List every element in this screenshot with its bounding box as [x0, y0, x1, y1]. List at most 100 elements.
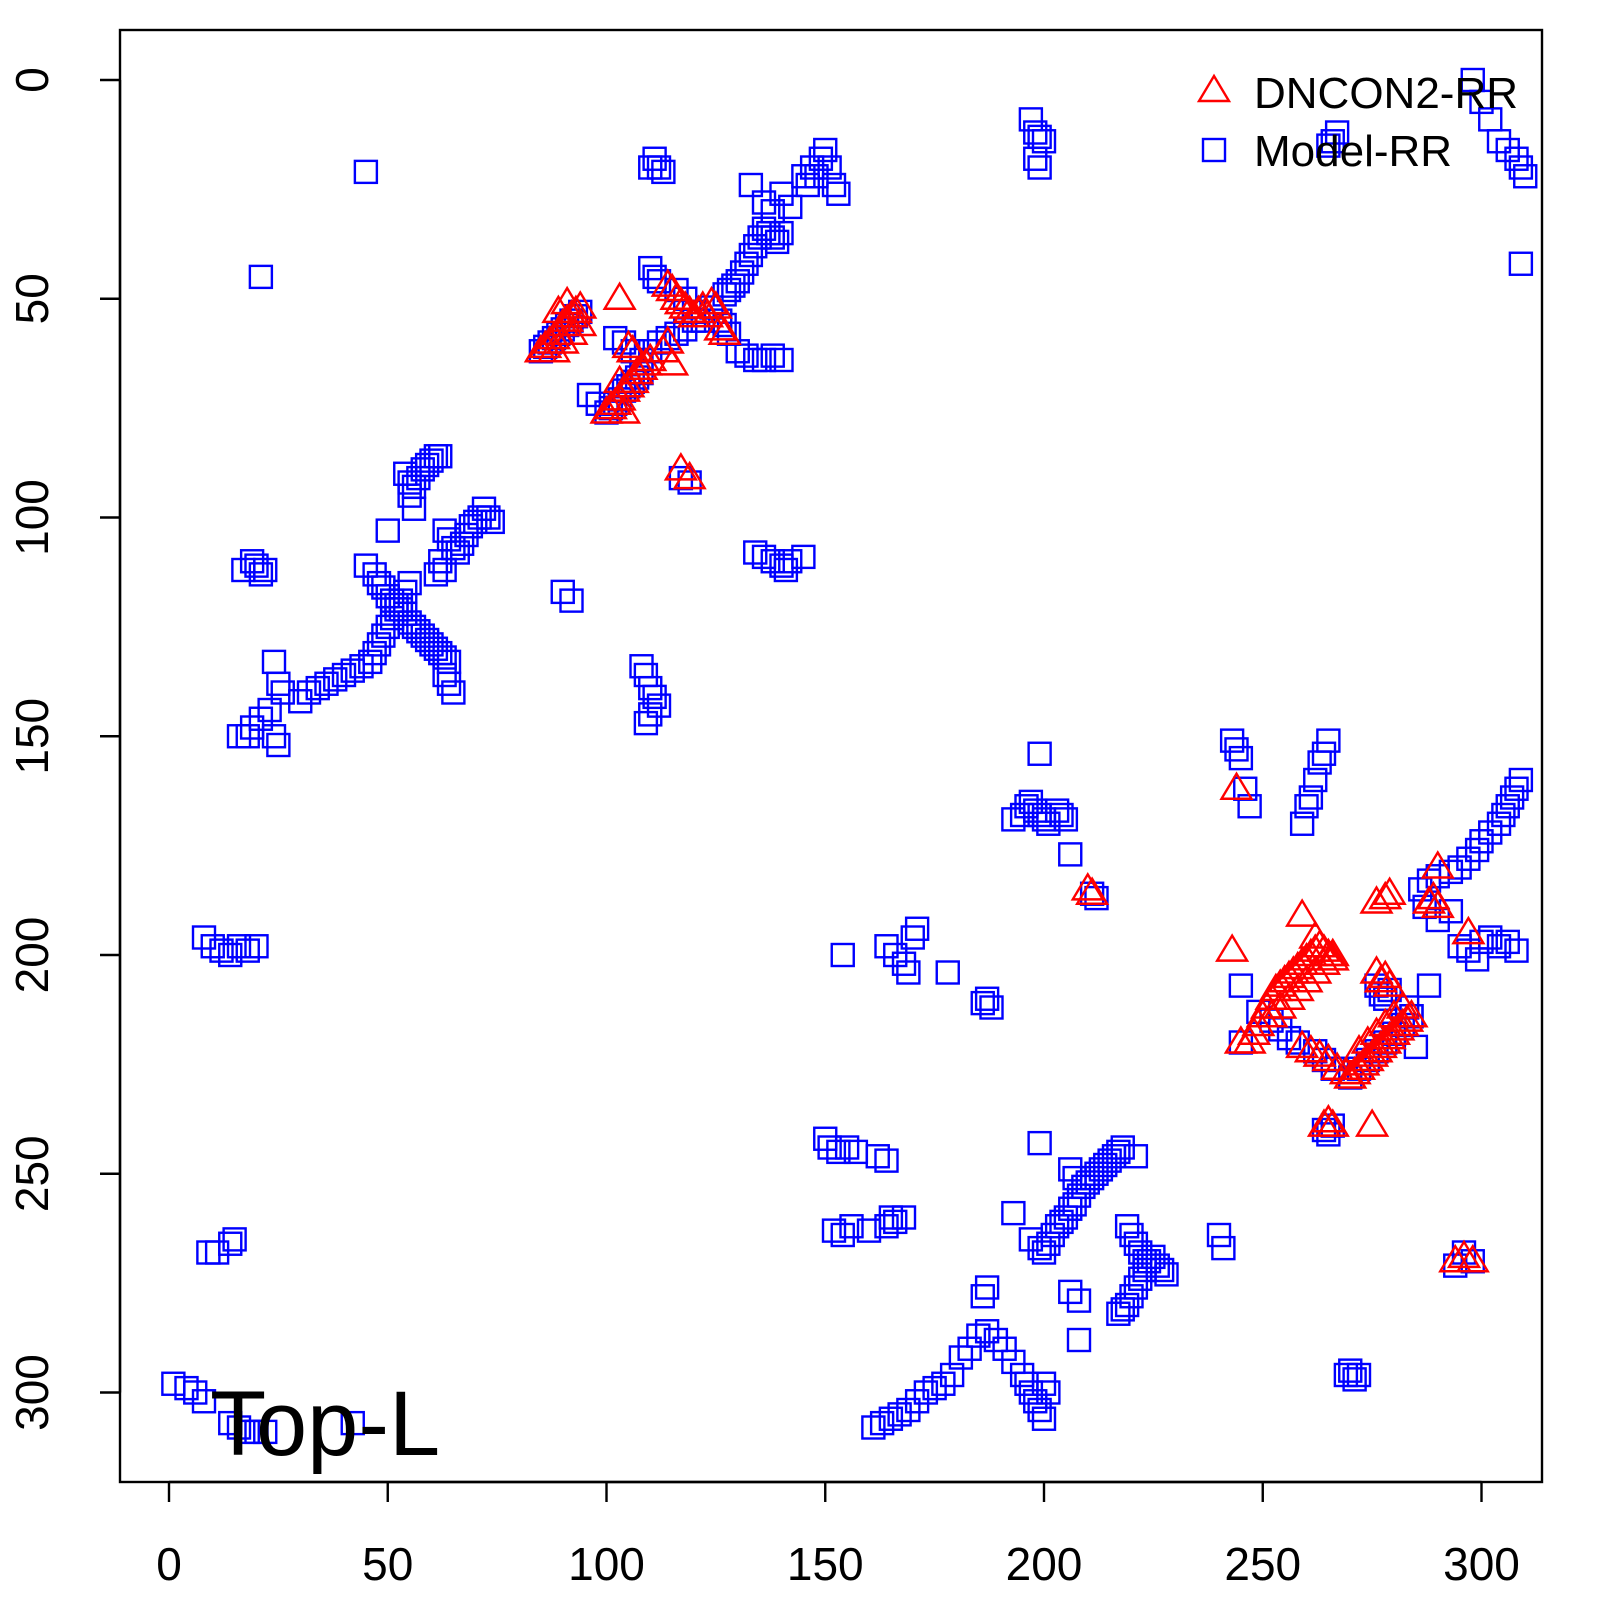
model-rr-point	[795, 172, 820, 198]
model-rr-point	[375, 614, 400, 640]
model-rr-point	[349, 654, 374, 679]
model-rr-point	[432, 662, 457, 688]
x-tick-label: 300	[1443, 1538, 1520, 1590]
model-rr-point	[183, 1380, 208, 1405]
model-rr-point	[966, 1323, 991, 1348]
model-rr-point	[743, 540, 768, 565]
dncon2-rr-point	[1411, 885, 1447, 914]
model-rr-point	[638, 675, 663, 701]
model-rr-point	[1504, 776, 1529, 801]
dncon2-rr-point	[1341, 1033, 1377, 1063]
model-rr-point	[1018, 1380, 1044, 1405]
model-rr-point	[1298, 785, 1324, 810]
dncon2-rr-point	[1215, 933, 1250, 962]
model-rr-point	[1508, 767, 1534, 793]
model-rr-point	[603, 325, 628, 351]
model-rr-point	[874, 1148, 899, 1173]
model-rr-point	[419, 632, 444, 657]
dncon2-rr-point	[554, 316, 589, 345]
x-tick-label: 200	[1006, 1538, 1083, 1590]
model-rr-point	[222, 1227, 247, 1252]
model-rr-point	[883, 1209, 908, 1235]
model-rr-point	[1303, 767, 1328, 793]
model-rr-point	[1123, 1144, 1149, 1169]
model-rr-point	[559, 588, 584, 613]
model-rr-point	[226, 934, 252, 959]
model-rr-point	[191, 1389, 217, 1414]
model-rr-point	[633, 710, 659, 736]
dncon2-rr-point	[655, 347, 690, 376]
model-rr-point	[874, 1214, 899, 1239]
dncon2-rr-point	[1420, 889, 1455, 919]
model-rr-point	[1066, 1327, 1092, 1353]
model-rr-point	[1075, 1170, 1100, 1195]
model-rr-point	[1031, 129, 1057, 154]
model-rr-point	[423, 636, 449, 661]
dncon2-rr-point	[602, 281, 637, 310]
model-rr-point	[1049, 1209, 1074, 1235]
dncon2-rr-point	[1315, 937, 1350, 967]
dncon2-rr-point	[1285, 898, 1320, 927]
model-rr-point	[646, 155, 672, 180]
dncon2-rr-point	[1355, 1108, 1390, 1137]
model-rr-point	[1018, 107, 1044, 132]
y-tick-label: 300	[6, 1354, 58, 1431]
model-rr-point	[476, 505, 501, 530]
model-rr-point	[830, 1222, 855, 1248]
dncon2-rr-point	[1451, 915, 1486, 945]
model-rr-point	[830, 942, 855, 968]
dncon2-rr-point	[1285, 1029, 1320, 1059]
model-rr-point	[257, 697, 282, 723]
model-rr-point	[1066, 1288, 1092, 1313]
model-rr-point	[769, 220, 794, 246]
model-rr-point	[239, 549, 265, 574]
dncon2-rr-point	[703, 312, 738, 341]
model-rr-point	[1316, 133, 1341, 158]
model-rr-point	[817, 155, 842, 180]
model-rr-point	[957, 1336, 982, 1361]
legend: DNCON2-RR Model-RR	[1196, 69, 1518, 176]
model-rr-point	[979, 995, 1004, 1020]
model-rr-point	[410, 457, 435, 482]
model-rr-point	[576, 382, 602, 408]
model-rr-point	[463, 509, 488, 535]
model-rr-point	[358, 649, 383, 675]
model-rr-point	[1053, 807, 1079, 832]
dncon2-rr-point	[1263, 990, 1298, 1019]
model-rr-point	[734, 343, 759, 368]
model-rr-point	[550, 579, 575, 605]
model-rr-point	[423, 562, 449, 587]
model-rr-point	[1149, 1257, 1175, 1283]
model-rr-point	[1040, 1222, 1065, 1248]
model-rr-point	[1066, 1183, 1092, 1208]
model-rr-point	[244, 553, 269, 578]
model-rr-point	[1478, 820, 1503, 845]
model-rr-point	[760, 343, 785, 368]
model-rr-point	[939, 1362, 965, 1388]
dncon2-rr-point	[611, 329, 646, 359]
model-rr-point	[414, 452, 440, 478]
model-rr-point	[1110, 1297, 1135, 1322]
model-rr-point	[436, 671, 462, 696]
model-rr-point	[760, 225, 785, 250]
dncon2-rr-point	[615, 333, 650, 363]
dncon2-rr-point	[1298, 955, 1333, 984]
model-rr-point	[1333, 1362, 1359, 1388]
model-rr-point	[1320, 129, 1345, 154]
model-rr-point	[397, 570, 422, 596]
model-rr-point	[1324, 120, 1350, 145]
dncon2-rr-point	[1420, 850, 1455, 879]
model-rr-point	[266, 671, 291, 696]
model-rr-point	[1416, 973, 1442, 998]
model-rr-point	[366, 570, 392, 596]
dncon2-rr-point	[672, 460, 707, 490]
dncon2-rr-point	[1372, 876, 1407, 905]
model-rr-point	[948, 1345, 974, 1370]
model-rr-point	[974, 986, 1000, 1011]
model-rr-point	[826, 1139, 851, 1165]
model-rr-point	[1499, 785, 1525, 810]
model-rr-point	[261, 724, 287, 749]
dncon2-rr-point	[1298, 920, 1333, 949]
model-rr-point	[1097, 1148, 1122, 1173]
model-rr-point	[1307, 750, 1332, 775]
